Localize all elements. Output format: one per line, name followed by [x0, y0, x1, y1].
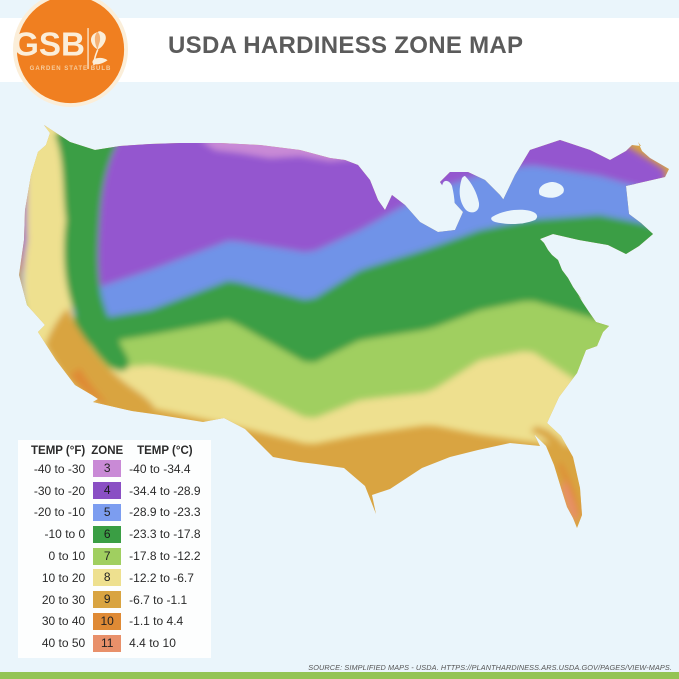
svg-text:GSB: GSB [13, 26, 85, 63]
svg-text:GARDEN STATE BULB: GARDEN STATE BULB [30, 66, 112, 72]
